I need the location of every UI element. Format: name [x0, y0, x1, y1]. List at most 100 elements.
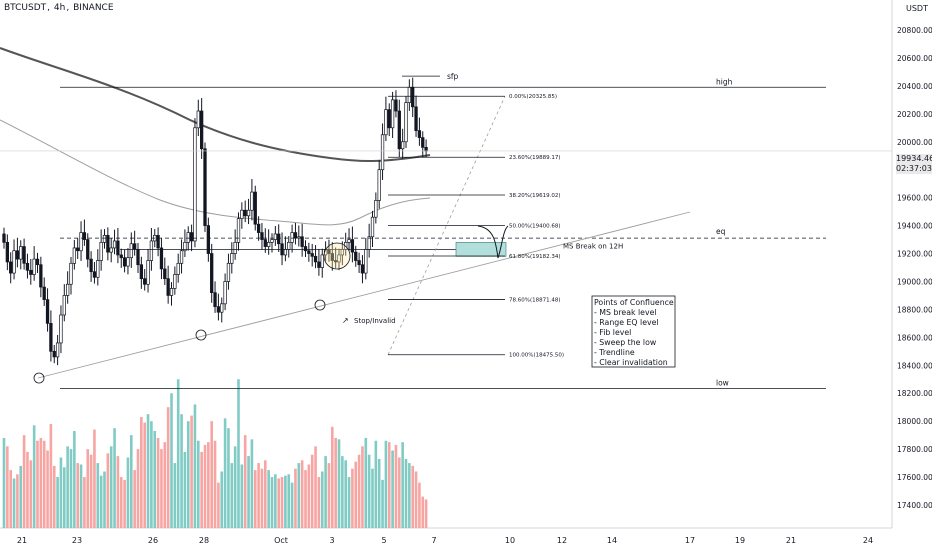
volume-bar: [387, 442, 391, 528]
confluence-item: - Range EQ level: [594, 318, 659, 327]
price-tick-label: 19600.00: [897, 194, 932, 203]
volume-bar: [213, 440, 217, 528]
current-price-tag: 19934.46: [896, 154, 932, 164]
price-tick-label: 18000.00: [897, 417, 932, 426]
volume-bar: [317, 477, 321, 528]
volume-bar: [86, 449, 90, 528]
candle-body: [200, 110, 204, 150]
candle-body: [364, 248, 368, 274]
fib-level-label: 23.60%(19889.17): [509, 155, 561, 161]
price-tick-label: 18800.00: [897, 305, 932, 314]
candle-body: [256, 223, 261, 233]
fib-level-label: 78.60%(18871.48): [509, 297, 561, 303]
volume-bar: [344, 460, 347, 528]
candle-body: [213, 292, 217, 307]
volume-bar: [374, 440, 378, 528]
candle-body: [203, 148, 207, 226]
candle-body: [169, 288, 174, 296]
fib-level-label: 50.00%(19400.68): [509, 223, 561, 229]
candle-body: [424, 147, 428, 152]
volume-bar: [324, 456, 327, 528]
candle-body: [253, 191, 257, 225]
candle-body: [189, 232, 194, 242]
candle-body: [92, 271, 97, 278]
candle-body: [384, 109, 388, 136]
volume-bar: [294, 468, 297, 528]
candle-body: [136, 248, 140, 266]
volume-bar: [401, 442, 404, 528]
time-tick-label: 28: [199, 536, 209, 545]
symbol-label: BTCUSDT: [4, 3, 47, 13]
volume-bar: [79, 464, 83, 528]
volume-bar: [126, 457, 130, 528]
volume-bar: [408, 463, 411, 528]
fib-diagonal: [387, 96, 506, 355]
candle-body: [394, 99, 398, 112]
candle-body: [163, 268, 167, 280]
volume-bar: [250, 439, 254, 528]
candle-body: [206, 225, 211, 254]
candle-body: [246, 209, 251, 217]
volume-bar: [274, 474, 277, 528]
volume-bar: [36, 440, 39, 528]
volume-bar: [223, 418, 227, 528]
candle-body: [293, 232, 298, 239]
candle-body: [387, 109, 391, 129]
volume-bar: [394, 444, 398, 528]
candle-body: [307, 250, 311, 254]
confluence-title: Points of Confluence: [594, 298, 674, 307]
candle-body: [300, 236, 304, 247]
volume-bar: [347, 477, 351, 528]
volume-bar: [424, 499, 428, 528]
candle-body: [313, 255, 318, 263]
price-tick-label: 20400.00: [897, 82, 932, 91]
volume-bar: [371, 468, 374, 528]
candle-body: [337, 254, 341, 263]
candle-body: [397, 110, 401, 150]
volume-bar: [63, 467, 66, 528]
price-tick-label: 17600.00: [897, 473, 932, 482]
candle-body: [407, 86, 411, 103]
volume-bar: [123, 479, 126, 528]
volume-bar: [203, 444, 207, 528]
candle-body: [277, 233, 281, 245]
timeframe-label[interactable]: 4h: [53, 3, 66, 13]
candle-body: [5, 242, 10, 263]
candle-body: [89, 258, 93, 273]
volume-bar: [277, 478, 280, 528]
candle-body: [401, 141, 405, 150]
volume-bar: [284, 475, 287, 528]
candle-body: [374, 200, 378, 218]
candle-body: [220, 303, 224, 313]
candle-body: [240, 209, 244, 219]
candle-body: [49, 323, 53, 352]
volume-bar: [22, 435, 26, 528]
candle-body: [109, 247, 113, 253]
stop-invalid-label: Stop/Invalid: [354, 317, 396, 325]
candle-body: [310, 253, 314, 257]
volume-bar: [106, 453, 110, 528]
candle-body: [19, 246, 23, 260]
candle-body: [149, 240, 154, 261]
confluence-item: - Trendline: [594, 348, 635, 357]
candle-body: [196, 110, 200, 129]
candle-body: [320, 254, 324, 268]
volume-bar: [29, 460, 33, 528]
candle-body: [116, 240, 120, 256]
swing-low-marker: [195, 329, 207, 341]
volume-bar: [156, 437, 160, 528]
volume-bar: [163, 442, 167, 528]
candle-body: [129, 243, 133, 259]
volume-bar: [290, 482, 294, 528]
candle-body: [179, 250, 184, 264]
candle-body: [79, 232, 83, 252]
volume-bar: [398, 457, 401, 528]
candle-body: [133, 243, 137, 250]
candle-body: [287, 242, 291, 250]
candle-body: [263, 239, 267, 247]
volume-bar: [2, 437, 6, 528]
candle-body: [270, 239, 274, 243]
candle-body: [42, 286, 46, 300]
